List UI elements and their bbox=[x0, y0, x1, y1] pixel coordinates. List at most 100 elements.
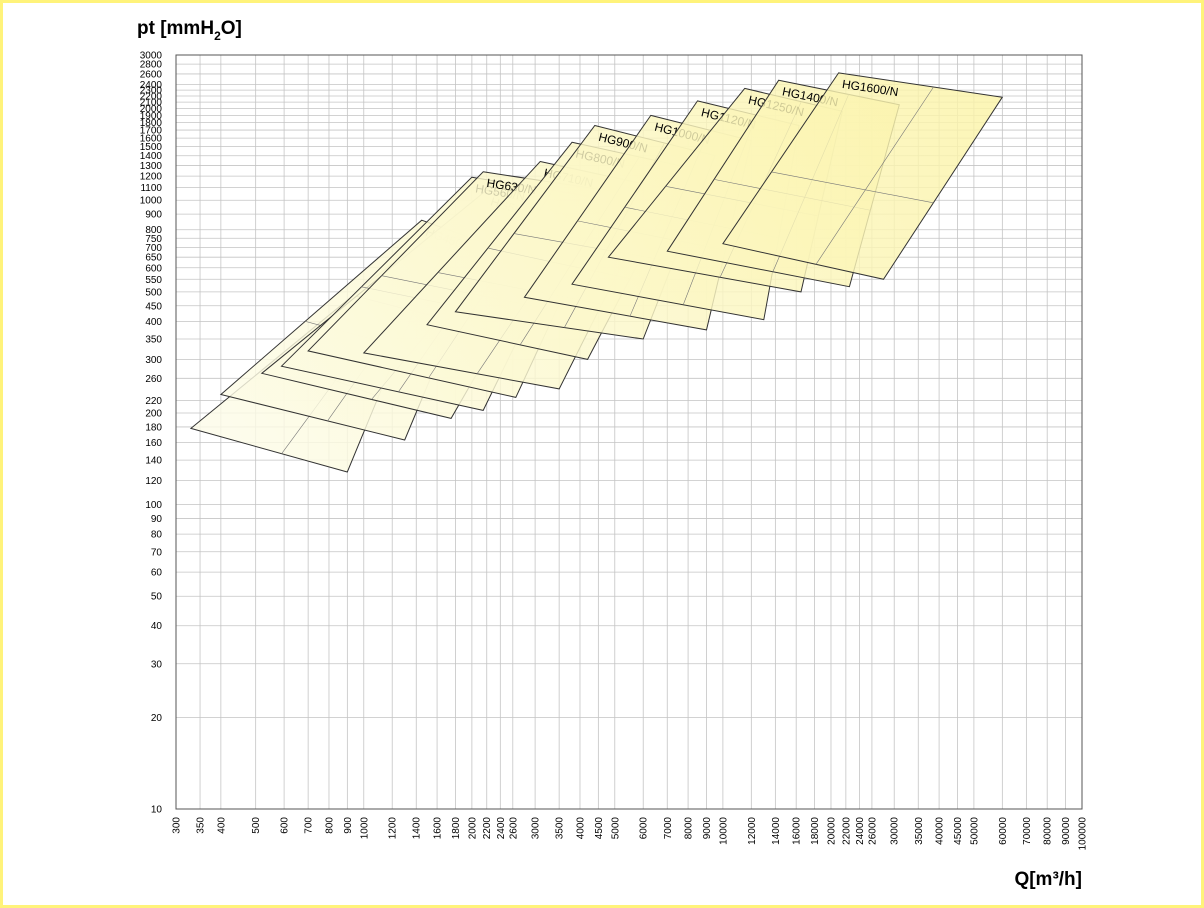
x-tick-label: 2000 bbox=[467, 817, 478, 840]
x-tick-label: 1200 bbox=[388, 817, 399, 840]
y-tick-label: 100 bbox=[145, 500, 162, 511]
x-tick-label: 800 bbox=[324, 817, 335, 834]
y-tick-label: 3000 bbox=[140, 51, 163, 62]
x-tick-label: 45000 bbox=[953, 817, 964, 845]
y-axis-title-main: pt [mmH bbox=[137, 18, 214, 39]
fan-box-inner-line bbox=[815, 86, 934, 265]
y-tick-label: 350 bbox=[145, 335, 162, 346]
y-tick-label: 180 bbox=[145, 422, 162, 433]
y-tick-label: 1300 bbox=[140, 161, 163, 172]
x-axis-title: Q[m³/h] bbox=[1014, 869, 1082, 890]
y-tick-label: 140 bbox=[145, 456, 162, 467]
y-tick-label: 160 bbox=[145, 438, 162, 449]
x-tick-label: 50000 bbox=[969, 817, 980, 845]
x-tick-label: 2400 bbox=[496, 817, 507, 840]
y-tick-label: 700 bbox=[145, 243, 162, 254]
y-tick-label: 600 bbox=[145, 263, 162, 274]
x-tick-label: 300 bbox=[172, 817, 183, 834]
y-tick-label: 2800 bbox=[140, 60, 163, 71]
y-tick-label: 1000 bbox=[140, 196, 163, 207]
y-tick-label: 2400 bbox=[140, 80, 163, 91]
y-tick-label: 1100 bbox=[140, 183, 162, 194]
x-tick-label: 6000 bbox=[639, 817, 650, 840]
x-tick-label: 24000 bbox=[855, 817, 866, 845]
y-tick-label: 500 bbox=[145, 287, 162, 298]
x-tick-label: 70000 bbox=[1022, 817, 1033, 845]
x-tick-label: 350 bbox=[196, 817, 207, 834]
x-tick-label: 10000 bbox=[718, 817, 729, 845]
y-tick-label: 650 bbox=[145, 253, 162, 264]
y-tick-label: 550 bbox=[145, 275, 162, 286]
x-tick-label: 700 bbox=[304, 817, 315, 834]
pressure-flow-chart: HG400/NHG450/NHG560/NHG560/NHG630/NHG710… bbox=[137, 18, 1089, 890]
y-tick-label: 300 bbox=[145, 355, 162, 366]
x-tick-label: 1800 bbox=[451, 817, 462, 840]
x-tick-label: 7000 bbox=[663, 817, 674, 840]
x-tick-label: 5000 bbox=[610, 817, 621, 840]
y-tick-label: 30 bbox=[151, 659, 163, 670]
y-tick-label: 90 bbox=[151, 514, 163, 525]
y-tick-label: 260 bbox=[145, 374, 162, 385]
x-tick-label: 3500 bbox=[555, 817, 566, 840]
y-tick-label: 10 bbox=[151, 805, 163, 816]
x-tick-label: 100000 bbox=[1078, 817, 1089, 851]
y-axis-title-subscript: 2 bbox=[214, 29, 221, 43]
y-axis-title-end: O] bbox=[221, 18, 242, 39]
x-tick-label: 2200 bbox=[482, 817, 493, 840]
x-tick-label: 16000 bbox=[792, 817, 803, 845]
y-tick-label: 1500 bbox=[140, 142, 163, 153]
y-tick-label: 1600 bbox=[140, 134, 163, 145]
y-tick-label: 20 bbox=[151, 713, 163, 724]
fan-box-hg1600-n: HG1600/N bbox=[722, 72, 1004, 280]
y-axis-title: pt [mmH2O] bbox=[137, 18, 242, 43]
x-tick-label: 80000 bbox=[1043, 817, 1054, 845]
fan-box-inner-line bbox=[771, 171, 934, 204]
y-tick-label: 2300 bbox=[140, 86, 163, 97]
y-tick-label: 1700 bbox=[140, 126, 163, 137]
x-tick-label: 2600 bbox=[508, 817, 519, 840]
x-tick-label: 12000 bbox=[747, 817, 758, 845]
y-tick-label: 2000 bbox=[140, 104, 163, 115]
y-tick-label: 70 bbox=[151, 547, 163, 558]
x-tick-label: 900 bbox=[343, 817, 354, 834]
y-tick-label: 750 bbox=[145, 234, 162, 245]
x-tick-label: 500 bbox=[251, 817, 262, 834]
x-tick-label: 8000 bbox=[684, 817, 695, 840]
y-tick-label: 900 bbox=[145, 210, 162, 221]
x-tick-label: 60000 bbox=[998, 817, 1009, 845]
y-tick-label: 1800 bbox=[140, 118, 163, 129]
x-tick-label: 1600 bbox=[433, 817, 444, 840]
x-tick-label: 400 bbox=[216, 817, 227, 834]
y-tick-label: 2600 bbox=[140, 69, 163, 80]
y-tick-label: 200 bbox=[145, 408, 162, 419]
x-tick-label: 600 bbox=[280, 817, 291, 834]
y-tick-label: 1200 bbox=[140, 172, 163, 183]
x-tick-label: 26000 bbox=[867, 817, 878, 845]
y-tick-label: 400 bbox=[145, 317, 162, 328]
y-tick-label: 80 bbox=[151, 530, 163, 541]
y-tick-label: 40 bbox=[151, 621, 163, 632]
y-tick-label: 1400 bbox=[140, 151, 163, 162]
x-tick-labels: 300 350 400 500 600 700 800 900 1000 1200 1400 1600… bbox=[172, 817, 1089, 851]
y-tick-label: 2100 bbox=[140, 98, 163, 109]
fan-range-boxes: HG400/NHG450/NHG560/NHG560/NHG630/NHG710… bbox=[189, 72, 1004, 473]
x-tick-label: 40000 bbox=[935, 817, 946, 845]
y-tick-label: 1900 bbox=[140, 111, 163, 122]
x-tick-label: 14000 bbox=[771, 817, 782, 845]
x-tick-label: 18000 bbox=[810, 817, 821, 845]
x-tick-label: 3000 bbox=[531, 817, 542, 840]
y-tick-label: 120 bbox=[145, 476, 162, 487]
x-tick-label: 35000 bbox=[914, 817, 925, 845]
x-tick-label: 1000 bbox=[359, 817, 370, 840]
x-tick-label: 4000 bbox=[575, 817, 586, 840]
x-tick-label: 90000 bbox=[1061, 817, 1072, 845]
x-tick-label: 1400 bbox=[412, 817, 423, 840]
x-tick-label: 22000 bbox=[841, 817, 852, 845]
y-tick-label: 800 bbox=[145, 225, 162, 236]
x-tick-label: 20000 bbox=[826, 817, 837, 845]
x-tick-label: 4500 bbox=[594, 817, 605, 840]
plot-border bbox=[175, 54, 1083, 810]
y-tick-label: 2200 bbox=[140, 92, 163, 103]
